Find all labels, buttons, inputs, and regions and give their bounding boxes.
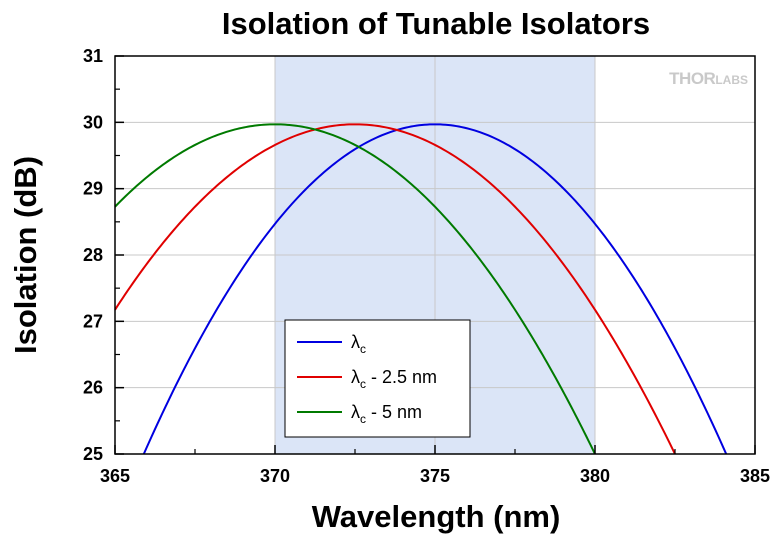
series-lines — [114, 123, 728, 455]
x-tick-label-4: 385 — [740, 466, 770, 486]
axis-ticks: 365 370 375 380 385 25 26 27 28 29 30 31 — [83, 46, 770, 486]
x-tick-label-2: 375 — [420, 466, 450, 486]
y-tick-label-4: 29 — [83, 179, 103, 199]
y-tick-label-0: 25 — [83, 444, 103, 464]
series-line-2 — [114, 123, 596, 455]
watermark-text: THORLABS — [669, 69, 748, 88]
y-tick-label-5: 30 — [83, 112, 103, 132]
chart-title: Isolation of Tunable Isolators — [222, 6, 650, 41]
y-tick-label-2: 27 — [83, 311, 103, 331]
legend: λc λc - 2.5 nm λc - 5 nm — [284, 319, 471, 438]
legend-entry-0: λc — [351, 332, 366, 356]
legend-entry-1: λc - 2.5 nm — [351, 367, 437, 391]
series-line-0 — [142, 123, 728, 455]
watermark-logo: THORLABS — [669, 69, 748, 88]
x-tick-label-3: 380 — [580, 466, 610, 486]
y-tick-label-1: 26 — [83, 378, 103, 398]
x-tick-label-1: 370 — [260, 466, 290, 486]
legend-box — [284, 319, 471, 438]
series-line-1 — [114, 123, 676, 455]
y-tick-label-6: 31 — [83, 46, 103, 66]
x-tick-label-0: 365 — [100, 466, 130, 486]
y-axis-label: Isolation (dB) — [8, 156, 43, 354]
legend-entry-2: λc - 5 nm — [351, 402, 422, 426]
x-axis-label: Wavelength (nm) — [312, 499, 561, 534]
y-tick-label-3: 28 — [83, 245, 103, 265]
